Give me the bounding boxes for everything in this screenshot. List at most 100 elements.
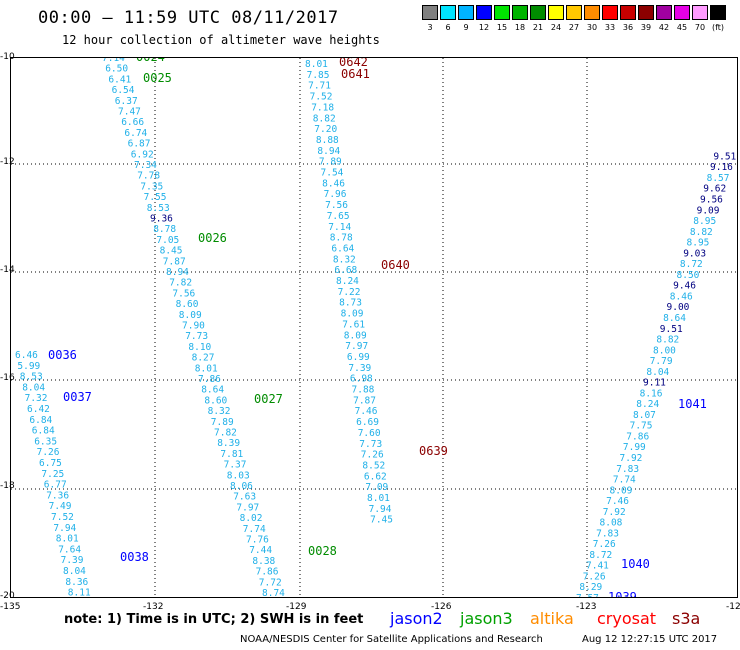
lon-label-132: -132: [143, 602, 164, 612]
lat-label-20: -20: [0, 591, 15, 601]
swh-value: 8.60: [176, 299, 199, 310]
legend-label: 30: [586, 23, 598, 32]
swh-value: 7.92: [620, 453, 643, 464]
legend-swatch: [656, 5, 672, 20]
lon-label-126: -126: [431, 602, 452, 612]
swh-value: 7.74: [243, 524, 266, 535]
legend-swatch: [422, 5, 438, 20]
mission-altika: altika: [530, 609, 574, 628]
legend-swatch: [620, 5, 636, 20]
swh-value: 8.04: [63, 566, 86, 577]
swh-value: 8.24: [636, 399, 659, 410]
swh-value: 8.10: [188, 342, 211, 353]
swh-value: 8.02: [240, 513, 263, 524]
swh-value: 6.41: [108, 74, 131, 85]
legend-label: 33: [604, 23, 616, 32]
swh-value: 8.01: [195, 363, 218, 374]
swh-value: 8.95: [693, 216, 716, 227]
legend-swatch: [476, 5, 492, 20]
swh-value: 7.05: [156, 235, 179, 246]
pass-label: 0640: [381, 258, 410, 272]
lat-label-10: -10: [0, 52, 15, 62]
legend-label: 15: [496, 23, 508, 32]
swh-value: 6.62: [364, 471, 387, 482]
swh-value: 6.92: [131, 149, 154, 160]
map-frame: [10, 57, 738, 598]
swh-value: 7.41: [586, 561, 609, 572]
swh-value: 7.09: [365, 482, 388, 493]
swh-value: 8.09: [179, 310, 202, 321]
legend-label: 36: [622, 23, 634, 32]
pass-label: 0036: [48, 348, 77, 362]
swh-observations: 7.146.506.416.546.377.476.666.746.876.92…: [15, 55, 737, 597]
swh-value: 7.26: [593, 539, 616, 550]
swh-value: 6.87: [128, 139, 151, 150]
swh-value: 7.86: [198, 374, 221, 385]
swh-value: 7.79: [650, 356, 673, 367]
swh-value: 6.35: [34, 436, 57, 447]
pass-label: 0642: [339, 55, 368, 69]
swh-value: 8.29: [579, 582, 602, 593]
legend-label: 24: [550, 23, 562, 32]
swh-value: 9.11: [643, 378, 666, 389]
swh-value: 8.32: [208, 406, 231, 417]
swh-value: 9.51: [713, 151, 736, 162]
swh-value: 8.09: [341, 309, 364, 320]
swh-value: 6.68: [334, 265, 357, 276]
swh-value: 8.82: [656, 335, 679, 346]
swh-value: 7.90: [182, 321, 205, 332]
swh-value: 7.75: [630, 421, 653, 432]
swh-value: 7.82: [169, 278, 192, 289]
swh-value: 9.51: [660, 324, 683, 335]
pass-label: 0037: [63, 390, 92, 404]
swh-value: 7.99: [623, 442, 646, 453]
legend-swatch: [602, 5, 618, 20]
swh-value: 8.88: [316, 135, 339, 146]
swh-value: 6.66: [121, 117, 144, 128]
lat-label-18: -18: [0, 481, 15, 491]
legend-swatch: [674, 5, 690, 20]
swh-value: 8.16: [640, 388, 663, 399]
swh-value: 5.99: [17, 361, 40, 372]
legend-label: 12: [478, 23, 490, 32]
lat-label-14: -14: [0, 265, 15, 275]
swh-value: 7.86: [256, 567, 279, 578]
swh-value: 8.46: [670, 291, 693, 302]
swh-value: 8.82: [313, 113, 336, 124]
swh-value: 7.65: [327, 211, 350, 222]
swh-value: 8.09: [610, 485, 633, 496]
swh-value: 8.09: [344, 330, 367, 341]
swh-value: 8.72: [589, 550, 612, 561]
swh-value: 7.18: [311, 102, 334, 113]
map-subtitle: 12 hour collection of altimeter wave hei…: [62, 33, 380, 47]
swh-value: 7.47: [118, 107, 141, 118]
legend-swatch: [440, 5, 456, 20]
legend-label: 45: [676, 23, 688, 32]
map-title: 00:00 – 11:59 UTC 08/11/2017: [38, 8, 339, 28]
swh-value: 7.96: [324, 189, 347, 200]
legend-swatch: [494, 5, 510, 20]
swh-value: 8.24: [336, 276, 359, 287]
swh-value: 8.01: [367, 493, 390, 504]
legend-label: 9: [463, 23, 469, 32]
swh-value: 7.52: [51, 512, 74, 523]
swh-value: 7.64: [58, 544, 81, 555]
swh-value: 7.89: [211, 417, 234, 428]
swh-value: 7.74: [613, 475, 636, 486]
swh-value: 8.53: [147, 203, 170, 214]
swh-value: 7.37: [224, 460, 247, 471]
swh-value: 7.39: [61, 555, 84, 566]
footer-note: note: 1) Time is in UTC; 2) SWH is in fe…: [64, 612, 364, 627]
swh-value: 8.00: [653, 345, 676, 356]
swh-value: 7.56: [325, 200, 348, 211]
swh-value: 8.07: [633, 410, 656, 421]
legend-label: (ft): [711, 23, 725, 32]
swh-value: 7.39: [348, 363, 371, 374]
legend-label: 18: [514, 23, 526, 32]
swh-value: 7.14: [328, 222, 351, 233]
swh-value: 7.72: [259, 577, 282, 588]
swh-value: 7.32: [25, 393, 48, 404]
swh-value: 7.55: [144, 192, 167, 203]
swh-value: 9.56: [700, 195, 723, 206]
swh-value: 6.99: [347, 352, 370, 363]
